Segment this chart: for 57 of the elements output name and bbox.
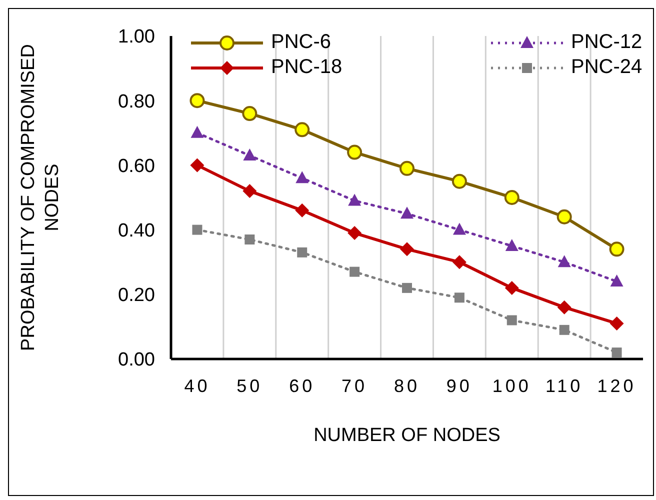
point <box>296 171 309 184</box>
y-tick-label: 0.60 <box>118 156 155 177</box>
x-tick-label: 50 <box>236 376 263 396</box>
point <box>402 282 412 293</box>
point <box>190 158 204 172</box>
point <box>350 266 360 277</box>
point <box>504 190 520 205</box>
point <box>610 274 624 286</box>
point <box>297 247 308 258</box>
point <box>295 203 310 218</box>
point <box>505 238 518 251</box>
point <box>609 242 624 257</box>
point <box>242 184 257 198</box>
x-tick-label: 60 <box>289 376 316 396</box>
x-tick-label: 80 <box>394 376 420 396</box>
y-tick-label: 0.40 <box>118 220 155 242</box>
x-tick-label: 100 <box>492 376 532 396</box>
legend-label: PNC-18 <box>271 56 342 79</box>
point <box>559 324 570 335</box>
point <box>242 106 258 122</box>
point <box>347 144 362 160</box>
x-axis-title: NUMBER OF NODES <box>314 425 500 446</box>
point <box>454 292 464 303</box>
x-tick-label: 110 <box>545 376 584 396</box>
y-tick-label: 0.00 <box>118 350 155 371</box>
legend-label: PNC-6 <box>271 31 332 54</box>
point <box>400 160 414 176</box>
point <box>452 255 466 270</box>
point <box>400 242 414 256</box>
point <box>244 234 255 244</box>
point <box>400 206 414 219</box>
point <box>612 348 622 358</box>
point <box>294 122 310 138</box>
point <box>506 315 517 326</box>
x-tick-label: 40 <box>184 376 210 396</box>
x-tick-label: 90 <box>446 376 472 396</box>
y-axis-title: PROBABILITY OF COMPROMISED NODES <box>18 44 63 351</box>
point <box>190 126 204 138</box>
point <box>558 255 571 268</box>
x-tick-label: 70 <box>342 376 368 396</box>
point <box>452 222 466 235</box>
point <box>192 224 202 235</box>
point <box>190 93 205 108</box>
legend-label: PNC-12 <box>571 31 642 54</box>
y-tick-label: 0.80 <box>118 91 155 112</box>
point <box>243 148 256 161</box>
point <box>556 209 572 224</box>
x-tick-label: 120 <box>597 376 636 396</box>
point <box>610 316 624 330</box>
point <box>348 194 362 206</box>
point <box>452 174 467 189</box>
y-tick-label: 1.00 <box>118 26 155 48</box>
point <box>348 226 362 240</box>
legend-label: PNC-24 <box>571 56 642 79</box>
point <box>504 280 519 295</box>
point <box>557 300 572 314</box>
y-tick-label: 0.20 <box>118 285 155 306</box>
